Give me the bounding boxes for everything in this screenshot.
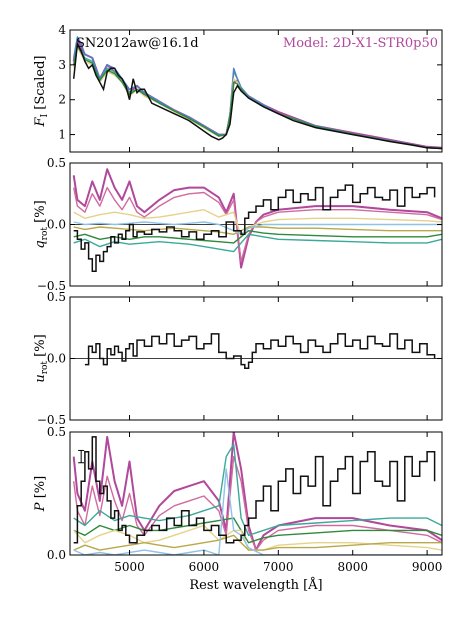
x-tick-label: 5000 bbox=[114, 560, 145, 574]
x-tick-label: 6000 bbox=[189, 560, 220, 574]
annotation-right: Model: 2D-X1-STR0p50 bbox=[283, 36, 438, 51]
model-line-yellow bbox=[73, 209, 442, 238]
error-bar bbox=[78, 449, 85, 464]
y-tick-label: 0.5 bbox=[47, 425, 66, 439]
y-tick-label: 4 bbox=[58, 23, 66, 37]
panel-qrot: −0.5 0.0 0.5 qrot [%] bbox=[33, 156, 443, 293]
model-line-teal bbox=[73, 233, 442, 253]
model-line-lightblue bbox=[73, 221, 442, 235]
y-tick-label: 0.0 bbox=[47, 352, 66, 366]
panel-flux: 1 2 3 4 FI [Scaled] SN2012aw@16.1d Model: 2D-X… bbox=[33, 23, 443, 153]
model-line-teal bbox=[73, 443, 442, 536]
observed-line bbox=[72, 41, 442, 150]
x-tick-label: 9000 bbox=[412, 560, 443, 574]
y-tick-label: 0.0 bbox=[47, 548, 66, 562]
y-axis-label: FI [Scaled] bbox=[33, 56, 50, 128]
y-tick-label: 1 bbox=[58, 128, 66, 142]
y-tick-label: 0.5 bbox=[47, 156, 66, 170]
y-axis-label: urot [%] bbox=[33, 334, 50, 382]
model-line-pink bbox=[73, 186, 442, 263]
y-axis-label: P [%] bbox=[33, 476, 48, 512]
panel-flux-series bbox=[72, 36, 442, 150]
model-line-magenta bbox=[72, 432, 442, 552]
observed-line bbox=[73, 436, 436, 544]
model-line-green bbox=[73, 230, 442, 244]
model-line-lightblue bbox=[73, 468, 442, 555]
model-line-magenta bbox=[72, 168, 442, 269]
observed-line bbox=[73, 184, 436, 272]
panel-urot-series bbox=[70, 333, 442, 370]
y-tick-label: 0.5 bbox=[47, 290, 66, 304]
model-line-green bbox=[73, 517, 442, 544]
panel-p-series bbox=[72, 432, 442, 555]
panel-frame bbox=[69, 431, 443, 556]
x-tick-label: 7000 bbox=[263, 560, 294, 574]
model-line-pink bbox=[73, 455, 442, 551]
y-tick-label: 2 bbox=[58, 93, 66, 107]
panel-frame bbox=[69, 29, 443, 153]
y-tick-label: 3 bbox=[58, 58, 66, 72]
panel-qrot-series bbox=[70, 168, 442, 272]
y-axis-label: qrot [%] bbox=[33, 200, 50, 248]
y-tick-label: 0.0 bbox=[47, 218, 66, 232]
panel-p: 0.0 0.5 P [%] bbox=[33, 425, 443, 562]
x-tick-label: 8000 bbox=[337, 560, 368, 574]
observed-line bbox=[84, 333, 436, 370]
y-tick-label: −0.5 bbox=[37, 279, 66, 293]
model-line-olive bbox=[73, 534, 442, 551]
annotation-left: SN2012aw@16.1d bbox=[76, 36, 199, 51]
x-axis-label: Rest wavelength [Å] bbox=[189, 577, 322, 593]
y-tick-label: −0.5 bbox=[37, 413, 66, 427]
panel-urot: −0.5 0.0 0.5 urot [%] bbox=[33, 290, 443, 427]
